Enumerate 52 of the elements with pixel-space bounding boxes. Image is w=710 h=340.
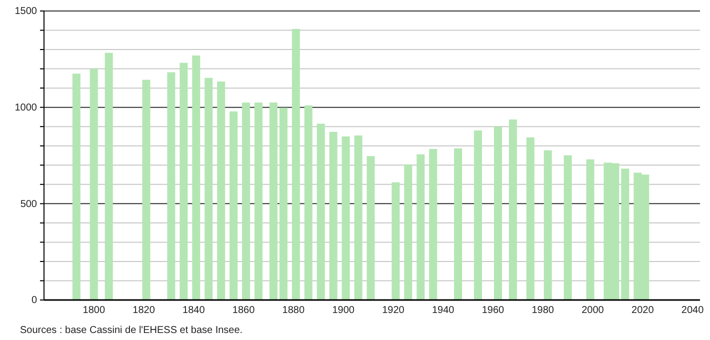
bar xyxy=(404,164,412,300)
bar xyxy=(90,68,98,300)
bar xyxy=(621,168,630,300)
bar xyxy=(192,56,200,300)
x-tick-label: 1860 xyxy=(232,305,256,316)
bar xyxy=(279,108,288,300)
bar xyxy=(242,102,250,300)
bar xyxy=(269,102,278,300)
x-tick-label: 1940 xyxy=(432,305,455,316)
bar xyxy=(142,80,150,300)
bar xyxy=(586,159,594,300)
bar xyxy=(167,72,176,300)
bar xyxy=(204,78,213,300)
x-tick-label: 1920 xyxy=(382,305,405,316)
x-tick-label: 1960 xyxy=(482,305,505,316)
x-tick-label: 2020 xyxy=(632,305,654,316)
source-note: Sources : base Cassini de l'EHESS et base Insee. xyxy=(20,325,243,336)
bar xyxy=(494,126,502,300)
y-tick-label: 0 xyxy=(31,295,38,306)
bar xyxy=(416,154,425,300)
bar xyxy=(254,102,263,300)
bar xyxy=(316,124,325,300)
bar xyxy=(366,156,375,300)
bar xyxy=(526,137,534,300)
x-tick-label: 2040 xyxy=(681,305,704,316)
bar xyxy=(564,155,572,300)
bar xyxy=(474,130,482,300)
bar xyxy=(304,105,312,300)
bar xyxy=(429,148,438,300)
bar xyxy=(217,82,226,300)
y-tick-label: 1500 xyxy=(14,6,38,18)
bar xyxy=(454,148,462,300)
x-tick-label: 1980 xyxy=(532,305,554,316)
x-tick-label: 1880 xyxy=(282,305,305,316)
bar xyxy=(292,28,300,300)
bar xyxy=(104,52,113,300)
bar xyxy=(72,74,80,300)
bar xyxy=(342,136,350,300)
bar xyxy=(544,150,552,300)
y-tick-label: 500 xyxy=(20,198,38,210)
bar xyxy=(180,62,188,300)
bar xyxy=(230,111,238,300)
bar xyxy=(392,182,400,300)
x-tick-label: 1900 xyxy=(332,305,355,316)
bar xyxy=(508,119,517,300)
x-tick-label: 1800 xyxy=(82,305,106,316)
y-tick-label: 1000 xyxy=(14,102,38,114)
x-tick-label: 1820 xyxy=(132,305,156,316)
bar xyxy=(329,132,338,300)
x-tick-label: 1840 xyxy=(182,305,206,316)
bar xyxy=(354,135,362,300)
x-tick-label: 2000 xyxy=(582,305,604,316)
